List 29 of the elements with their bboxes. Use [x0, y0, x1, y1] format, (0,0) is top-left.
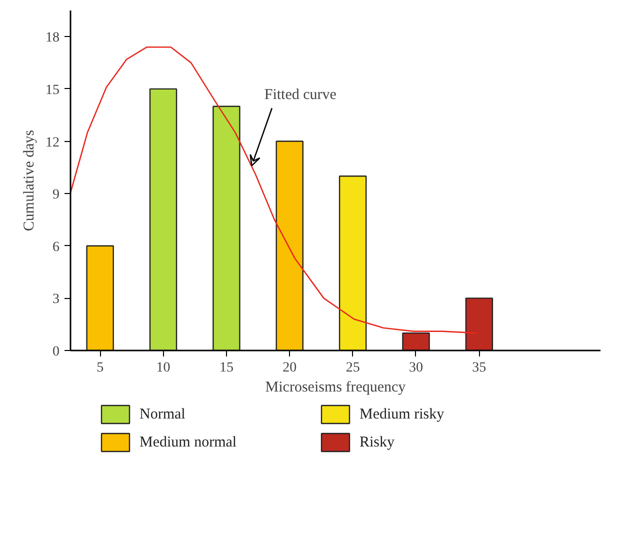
x-tick-label: 35	[472, 360, 486, 376]
x-tick-label: 30	[409, 360, 423, 376]
x-axis-title: Microseisms frequency	[265, 380, 406, 396]
bar	[86, 245, 114, 350]
y-tick-label: 6	[52, 240, 60, 255]
bar	[212, 106, 240, 350]
y-axis-title: Cumulative days	[22, 130, 38, 232]
y-tick-label: 3	[52, 292, 60, 308]
y-tick-label: 0	[52, 344, 60, 360]
y-tick-label: 12	[46, 135, 60, 150]
x-tick-label: 5	[96, 360, 104, 376]
x-tick-label: 25	[346, 360, 360, 376]
x-tick-label: 15	[219, 360, 234, 376]
x-tick-label: 10	[156, 360, 170, 376]
line-series	[70, 46, 478, 334]
y-tick-label: 9	[52, 188, 60, 203]
legend-label: Normal	[140, 406, 186, 422]
y-tick-label: 15	[46, 82, 60, 98]
y-tick-label: 18	[46, 30, 60, 46]
bar	[276, 140, 304, 350]
annotation: Fitted curve	[264, 86, 337, 103]
bar	[465, 298, 494, 350]
legend-label: Medium risky	[360, 406, 445, 422]
legend-label: Risky	[360, 434, 396, 450]
bar	[338, 176, 367, 350]
bar	[149, 88, 178, 350]
legend-label: Medium normal	[140, 434, 237, 450]
x-tick-label: 20	[282, 360, 297, 376]
bar	[402, 332, 430, 350]
